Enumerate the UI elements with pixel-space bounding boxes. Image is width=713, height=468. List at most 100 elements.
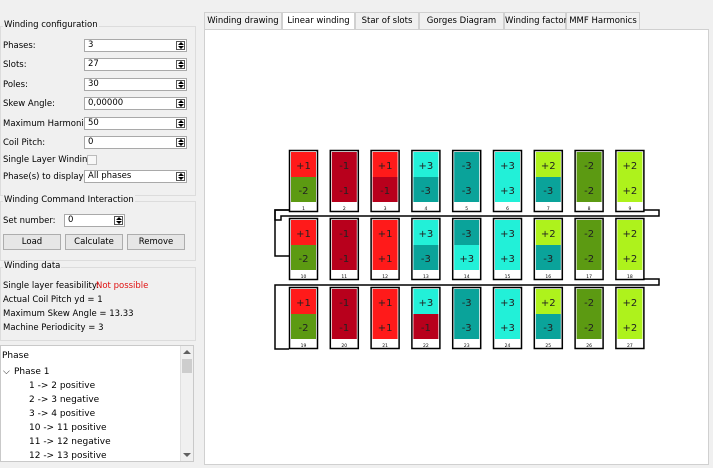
skew-angle-spinbox[interactable]: 0,00000 — [84, 97, 187, 110]
tree-item[interactable]: 2 -> 3 negative — [29, 395, 100, 405]
slot-number: 4 — [424, 206, 427, 212]
spin-arrows-icon[interactable] — [176, 41, 185, 50]
phase-tree[interactable]: Phase ⌵ Phase 1 1 -> 2 positive 2 -> 3 n… — [0, 345, 194, 462]
slot-number: 25 — [545, 343, 551, 349]
spin-arrows-icon[interactable] — [114, 216, 123, 225]
coil-side-top — [331, 220, 357, 245]
tree-item[interactable]: 12 -> 13 positive — [29, 451, 107, 461]
coil-side-top — [331, 289, 357, 314]
coil-side-top-label: -1 — [339, 161, 349, 172]
coil-side-bottom-label: +2 — [623, 186, 638, 197]
tree-item[interactable]: 1 -> 2 positive — [29, 381, 96, 391]
coil-pitch-value: 0 — [88, 137, 94, 147]
feasibility-value: Not possible — [96, 281, 149, 291]
coil-side-bottom — [413, 314, 439, 339]
skew-angle-label: Skew Angle: — [3, 99, 55, 109]
slot-number: 20 — [341, 343, 347, 349]
slot-number: 27 — [627, 343, 633, 349]
poles-spinbox[interactable]: 30 — [84, 78, 187, 91]
scroll-down-icon[interactable] — [183, 453, 191, 457]
coil-side-top — [454, 152, 480, 177]
coil-side-top-label: +2 — [541, 161, 556, 172]
coil-side-bottom — [576, 314, 602, 339]
coil-side-top — [495, 220, 520, 245]
coil-side-bottom-label: +1 — [378, 323, 393, 334]
coil-side-bottom — [454, 245, 480, 270]
coil-side-top-label: +1 — [378, 161, 393, 172]
coil-side-bottom-label: +3 — [500, 186, 515, 197]
coil-side-top — [576, 152, 602, 177]
tab-winding-factor[interactable]: Winding factor — [504, 12, 567, 29]
coil-side-top-label: +2 — [623, 161, 638, 172]
coil-side-top — [372, 152, 398, 177]
slot-number: 21 — [382, 343, 388, 349]
coil-side-bottom — [372, 314, 398, 339]
calculate-button[interactable]: Calculate — [65, 234, 123, 250]
spin-arrows-icon[interactable] — [176, 99, 185, 108]
scroll-up-icon[interactable] — [183, 350, 191, 354]
combo-arrows-icon[interactable] — [176, 172, 185, 181]
tree-item[interactable]: 11 -> 12 negative — [29, 437, 111, 447]
slot-number: 5 — [465, 206, 468, 212]
coil-side-top-label: +1 — [296, 229, 311, 240]
coil-pitch-spinbox[interactable]: 0 — [84, 136, 187, 149]
coil-side-top — [413, 152, 439, 177]
coil-side-top-label: +2 — [541, 229, 556, 240]
coil-side-top — [495, 289, 520, 314]
slots-spinbox[interactable]: 27 — [84, 58, 187, 71]
tab-star-of-slots[interactable]: Star of slots — [355, 12, 419, 29]
remove-button[interactable]: Remove — [127, 234, 185, 250]
spin-arrows-icon[interactable] — [176, 119, 185, 128]
phases-display-label: Phase(s) to display: — [3, 172, 86, 182]
coil-side-bottom-label: -2 — [299, 254, 309, 265]
spin-arrows-icon[interactable] — [176, 138, 185, 147]
coil-side-top-label: -3 — [462, 298, 472, 309]
coil-side-bottom-label: -1 — [339, 323, 349, 334]
tree-item[interactable]: 10 -> 11 positive — [29, 423, 107, 433]
spin-arrows-icon[interactable] — [176, 80, 185, 89]
chevron-down-icon[interactable]: ⌵ — [3, 367, 10, 377]
coil-side-bottom — [331, 314, 357, 339]
tree-item[interactable]: 3 -> 4 positive — [29, 409, 96, 419]
tree-scrollbar[interactable] — [180, 346, 193, 461]
slot-number: 13 — [423, 274, 429, 280]
spin-arrows-icon[interactable] — [176, 60, 185, 69]
coil-side-top-label: +1 — [378, 298, 393, 309]
periodicity-info-text: Machine Periodicity = 3 — [3, 323, 104, 333]
coil-side-top-label: -1 — [339, 298, 349, 309]
single-layer-checkbox[interactable] — [87, 155, 97, 165]
coil-side-top — [291, 220, 316, 245]
tab-linear-winding[interactable]: Linear winding — [282, 12, 355, 30]
coil-side-bottom — [331, 177, 357, 202]
coil-side-top — [576, 220, 602, 245]
coil-side-top — [576, 289, 602, 314]
tree-item-phase-1[interactable]: Phase 1 — [14, 367, 50, 377]
slot-number: 3 — [384, 206, 387, 212]
phases-spinbox[interactable]: 3 — [84, 39, 187, 52]
skew-angle-info-text: Maximum Skew Angle = 13.33 — [3, 309, 134, 319]
set-number-spinbox[interactable]: 0 — [64, 214, 125, 227]
scroll-thumb[interactable] — [182, 359, 192, 373]
phases-display-value: All phases — [88, 171, 132, 181]
coil-side-bottom-label: +3 — [500, 254, 515, 265]
tab-winding-drawing[interactable]: Winding drawing — [204, 12, 282, 29]
coil-side-bottom — [617, 177, 643, 202]
winding-command-title: Winding Command Interaction — [3, 195, 135, 205]
coil-side-top-label: +3 — [419, 229, 434, 240]
coil-side-bottom — [617, 314, 643, 339]
coil-side-bottom — [291, 245, 316, 270]
load-button[interactable]: Load — [3, 234, 61, 250]
coil-side-bottom-label: +1 — [378, 254, 393, 265]
coil-side-top — [454, 289, 480, 314]
tab-mmf-harmonics[interactable]: MMF Harmonics — [566, 12, 640, 29]
coil-side-bottom — [291, 314, 316, 339]
max-harmonic-spinbox[interactable]: 50 — [84, 117, 187, 130]
slot-number: 24 — [505, 343, 511, 349]
coil-side-top — [495, 152, 520, 177]
phases-display-select[interactable]: All phases — [84, 170, 187, 183]
coil-side-bottom — [495, 245, 520, 270]
coil-side-bottom-label: +2 — [623, 323, 638, 334]
slot-number: 22 — [423, 343, 429, 349]
coil-side-bottom — [454, 177, 480, 202]
tab-gorges-diagram[interactable]: Gorges Diagram — [419, 12, 504, 29]
